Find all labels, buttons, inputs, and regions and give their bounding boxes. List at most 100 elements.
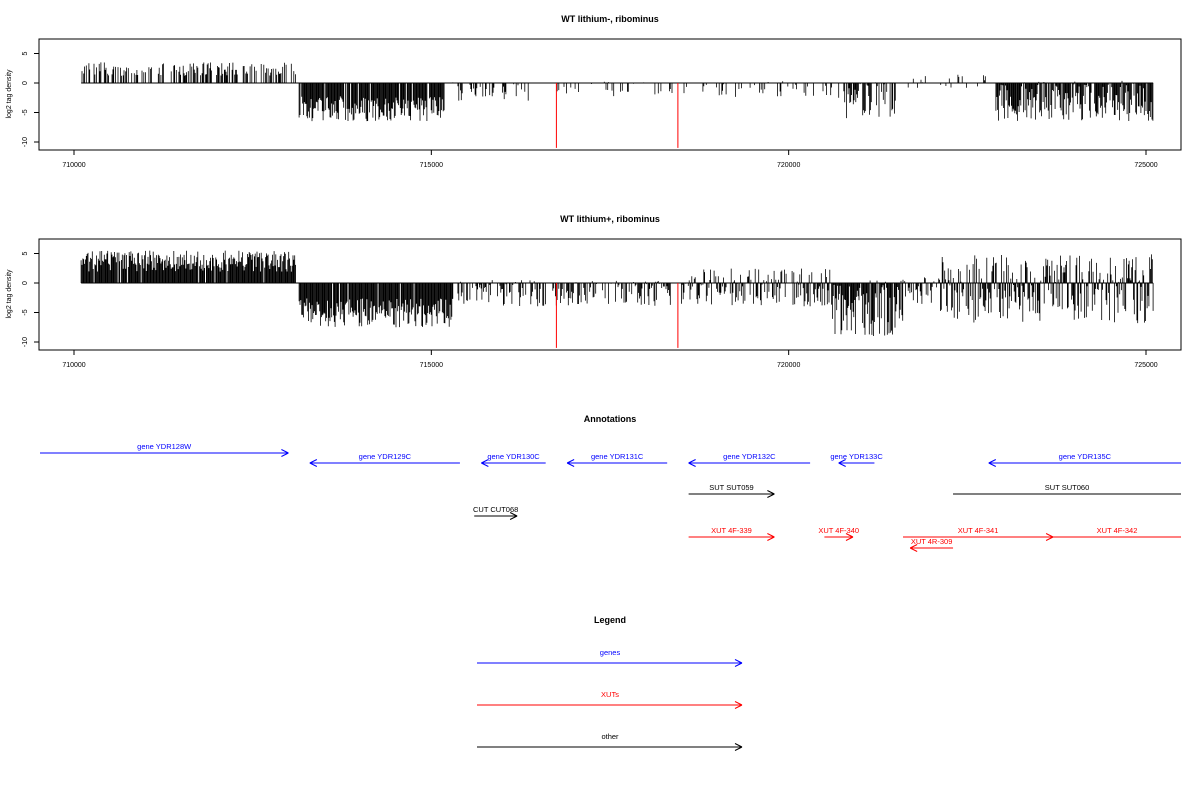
arrowhead: [566, 462, 575, 467]
annotation-label: XUT 4F-341: [958, 526, 999, 535]
arrowhead: [767, 490, 775, 495]
highlight-lines: [555, 283, 679, 348]
annotation-gene: gene YDR132C: [688, 452, 811, 467]
highlight-lines: [555, 83, 679, 148]
legend-item-xut: XUTs: [477, 690, 743, 709]
x-tick-label: 720000: [777, 362, 800, 369]
signal-bar: [81, 62, 1154, 122]
annotation-gene: gene YDR133C: [830, 452, 883, 467]
arrowhead: [845, 536, 854, 541]
legend-items: genes XUTs other: [477, 648, 743, 751]
chart-title: WT lithium+, ribominus: [560, 214, 660, 224]
y-tick-label: -10: [22, 137, 29, 147]
annotation-xut: XUT 4F-339: [688, 526, 775, 541]
y-axis-label: log2 tag density: [6, 269, 13, 319]
y-tick-label: 5: [22, 251, 29, 255]
x-tick-label: 725000: [1134, 162, 1157, 169]
legend-label: other: [601, 732, 619, 741]
y-tick-label: 0: [22, 281, 29, 285]
arrowhead: [734, 662, 743, 667]
arrowhead: [281, 452, 289, 457]
arrowhead: [767, 533, 775, 538]
x-tick-label: 715000: [420, 162, 443, 169]
arrowhead: [988, 459, 996, 464]
annotation-label: XUT 4F-340: [818, 526, 859, 535]
annotation-label: XUT 4F-342: [1097, 526, 1138, 535]
annotation-xut: XUT 4F-342: [1053, 526, 1181, 538]
legend-title: Legend: [594, 615, 626, 625]
signal-bar: [80, 250, 1154, 336]
y-tick-label: 5: [22, 51, 29, 55]
arrowhead: [688, 459, 696, 464]
annotation-label: gene YDR131C: [591, 452, 644, 461]
arrowhead: [988, 462, 996, 467]
annotations-panel: Annotations gene YDR128W gene YDR129C gene…: [40, 414, 1181, 552]
annotation-other: SUT SUT060: [953, 483, 1181, 495]
arrowhead: [309, 459, 318, 464]
x-tick-label: 715000: [420, 362, 443, 369]
arrowhead: [1045, 536, 1054, 541]
arrowhead: [566, 459, 575, 464]
annotation-gene: gene YDR129C: [309, 452, 460, 467]
x-tick-label: 710000: [62, 362, 85, 369]
arrowhead: [734, 704, 743, 709]
chart-title: WT lithium-, ribominus: [561, 14, 659, 24]
y-axis-label: log2 tag density: [6, 69, 13, 119]
chart-panel-lithium-plus: WT lithium+, ribominus log2 tag density …: [6, 214, 1182, 369]
arrowhead: [838, 462, 846, 467]
annotation-gene: gene YDR135C: [988, 452, 1181, 467]
arrowhead: [767, 493, 775, 498]
annotation-features: gene YDR128W gene YDR129C gene YDR130C gene…: [40, 442, 1181, 552]
y-tick-label: 0: [22, 81, 29, 85]
arrowhead: [734, 659, 743, 664]
arrowhead: [767, 536, 775, 541]
legend-label: XUTs: [601, 690, 619, 699]
signal-bars: [80, 250, 1154, 336]
annotation-other: CUT CUT068: [473, 505, 518, 520]
x-tick-label: 725000: [1134, 362, 1157, 369]
annotation-label: gene YDR128W: [137, 442, 192, 451]
annotation-gene: gene YDR128W: [40, 442, 289, 457]
y-tick-label: -5: [22, 109, 29, 115]
annotation-label: gene YDR129C: [359, 452, 412, 461]
y-axis: 5 0 -5 -10: [22, 251, 39, 347]
arrowhead: [734, 746, 743, 751]
x-tick-label: 720000: [777, 162, 800, 169]
arrowhead: [734, 701, 743, 706]
annotation-label: XUT 4R-309: [911, 537, 953, 546]
annotation-label: XUT 4F-339: [711, 526, 752, 535]
annotation-xut: XUT 4F-340: [818, 526, 859, 541]
legend-label: genes: [600, 648, 621, 657]
y-axis: 5 0 -5 -10: [22, 51, 39, 147]
legend-item-other: other: [477, 732, 743, 751]
x-axis: 710000 715000 720000 725000: [62, 350, 1158, 369]
annotation-label: gene YDR135C: [1059, 452, 1112, 461]
y-tick-label: -10: [22, 337, 29, 347]
annotation-label: gene YDR133C: [830, 452, 883, 461]
arrowhead: [734, 743, 743, 748]
arrowhead: [688, 462, 696, 467]
arrowhead: [909, 547, 918, 552]
signal-bars: [81, 62, 1154, 122]
arrowhead: [481, 459, 489, 464]
arrowhead: [509, 512, 518, 517]
arrowhead: [1045, 533, 1054, 538]
y-tick-label: -5: [22, 309, 29, 315]
arrowhead: [909, 544, 918, 549]
annotation-other: SUT SUT059: [688, 483, 775, 498]
plot-frame: [38, 38, 1182, 151]
annotations-title: Annotations: [584, 414, 637, 424]
x-axis: 710000 715000 720000 725000: [62, 150, 1158, 169]
annotation-gene: gene YDR131C: [566, 452, 668, 467]
arrowhead: [281, 449, 289, 454]
annotation-xut: XUT 4R-309: [909, 537, 954, 552]
plot-frame: [38, 238, 1182, 351]
chart-panel-lithium-minus: WT lithium-, ribominus log2 tag density …: [6, 14, 1182, 169]
annotation-label: SUT SUT060: [1045, 483, 1089, 492]
x-tick-label: 710000: [62, 162, 85, 169]
annotation-label: CUT CUT068: [473, 505, 518, 514]
annotation-label: SUT SUT059: [709, 483, 753, 492]
arrowhead: [309, 462, 318, 467]
arrowhead: [838, 459, 846, 464]
